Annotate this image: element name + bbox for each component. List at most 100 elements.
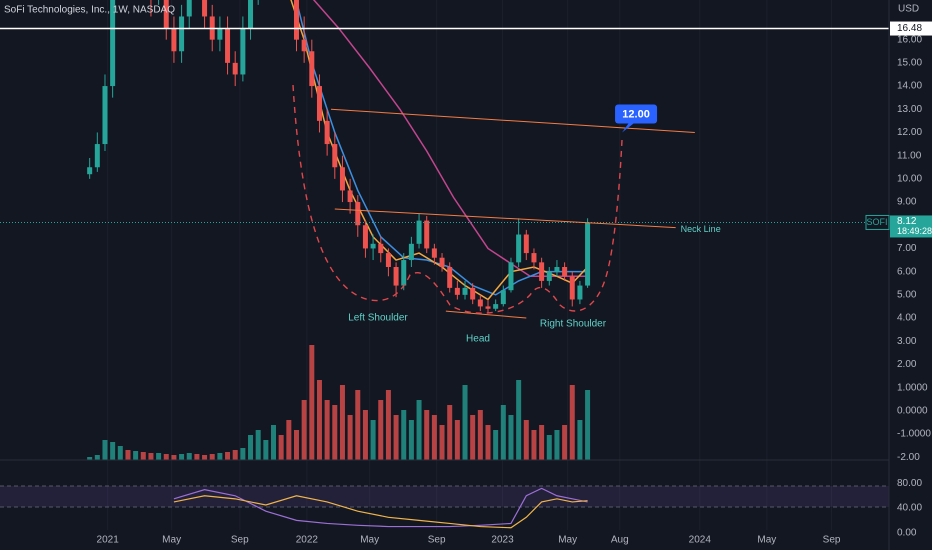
y-tick-label: 9.00	[897, 197, 917, 208]
x-tick-label: Sep	[823, 535, 841, 546]
candle-body	[569, 276, 575, 300]
volume-bar	[355, 390, 361, 460]
x-tick-label: Aug	[611, 535, 629, 546]
volume-bar	[577, 420, 583, 460]
candle-body	[110, 0, 116, 87]
candle-body	[523, 234, 529, 254]
volume-bar	[125, 450, 131, 460]
osc-tick-label: 0.00	[897, 527, 917, 538]
pattern-label: Left Shoulder	[348, 313, 408, 324]
candle-body	[562, 266, 568, 277]
candle-body	[163, 0, 169, 29]
volume-bar	[431, 415, 437, 460]
y-tick-label: 1.0000	[897, 382, 928, 393]
volume-bar	[370, 420, 376, 460]
volume-bar	[554, 430, 560, 460]
x-tick-label: May	[757, 535, 776, 546]
candle-body	[516, 234, 522, 263]
candle-body	[316, 86, 322, 121]
candle-body	[554, 266, 560, 272]
volume-bar	[332, 405, 338, 460]
currency: USD	[898, 4, 919, 15]
volume-bar	[378, 400, 384, 460]
volume-bar	[94, 455, 100, 460]
candle-body	[416, 220, 422, 244]
candle-body	[232, 62, 238, 75]
y-tick-label: 13.00	[897, 104, 922, 115]
last-price-text: 8.12	[897, 216, 917, 227]
osc-tick-label: 80.00	[897, 478, 922, 489]
candle-body	[94, 144, 100, 168]
volume-bar	[286, 420, 292, 460]
volume-bar	[240, 448, 246, 460]
volume-bar	[117, 446, 123, 460]
volume-bar	[500, 405, 506, 460]
volume-bar	[179, 454, 185, 460]
candle-body	[585, 222, 591, 286]
y-tick-label: 10.00	[897, 173, 922, 184]
candle-body	[202, 0, 208, 17]
pattern-label: Right Shoulder	[540, 319, 607, 330]
volume-bar	[562, 425, 568, 460]
volume-bar	[301, 400, 307, 460]
y-tick-label: 11.00	[897, 150, 922, 161]
y-tick-label: 7.00	[897, 243, 917, 254]
candle-body	[217, 28, 223, 40]
volume-bar	[248, 435, 254, 460]
candle-body	[339, 167, 345, 191]
volume-bar	[271, 425, 277, 460]
volume-bar	[569, 385, 575, 460]
grid	[107, 0, 833, 530]
countdown-text: 18:49:28	[897, 226, 932, 236]
x-tick-label: Sep	[428, 535, 446, 546]
candle-body	[485, 306, 491, 309]
price-tag-text: 16.48	[897, 23, 922, 34]
volume-bar	[416, 400, 422, 460]
y-tick-label: 15.00	[897, 58, 922, 69]
price-tag	[890, 21, 932, 36]
x-tick-label: 2021	[97, 535, 120, 546]
candle-body	[477, 299, 483, 307]
y-tick-label: 12.00	[897, 127, 922, 138]
osc-tick-label: 40.00	[897, 503, 922, 514]
candle-body	[531, 253, 537, 263]
volume-bar	[156, 453, 162, 460]
volume-bar	[516, 380, 522, 460]
candle-body	[401, 260, 407, 286]
candle-body	[332, 144, 338, 168]
symbol-tag	[865, 214, 890, 230]
candle-body	[309, 51, 315, 87]
candle-body	[393, 266, 399, 286]
x-tick-label: May	[360, 535, 379, 546]
target-box	[615, 104, 658, 124]
moving-average	[295, 0, 588, 296]
volume-bar	[163, 454, 169, 460]
x-tick-label: 2024	[689, 535, 712, 546]
volume-bar	[401, 410, 407, 460]
volume-bar	[225, 452, 231, 460]
volume-bar	[324, 400, 330, 460]
trendline	[445, 310, 527, 319]
candle-body	[301, 39, 307, 52]
x-tick-label: Sep	[231, 535, 249, 546]
x-tick-label: May	[558, 535, 577, 546]
candle-body	[370, 243, 376, 249]
candle-body	[546, 271, 552, 281]
volume-bar	[255, 430, 261, 460]
volume-bar	[454, 420, 460, 460]
volume-bar	[339, 385, 345, 460]
y-tick-label: 3.00	[897, 336, 917, 347]
volume-bar	[585, 390, 591, 460]
volume-bar	[102, 440, 108, 460]
candle-body	[378, 243, 384, 254]
pattern-label: Head	[466, 334, 490, 345]
symbol-tag-text: SOFI	[866, 217, 887, 227]
volume-bar	[194, 454, 200, 460]
candle-body	[179, 16, 185, 52]
volume-bar	[278, 435, 284, 460]
candle-body	[470, 287, 476, 300]
candle-body	[454, 287, 460, 295]
oscillator-line	[173, 487, 588, 528]
